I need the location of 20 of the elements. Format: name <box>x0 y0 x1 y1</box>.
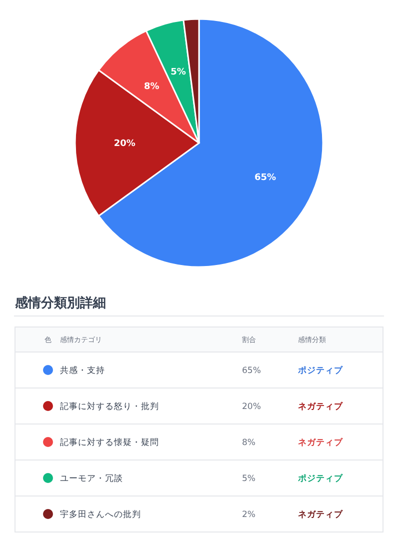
text: ポジティブ <box>297 364 344 376</box>
legend-label: 宇多田さんへの批判 <box>60 508 141 520</box>
legend-label: ユーモア・冗談 <box>60 472 123 484</box>
data-label: 65% <box>254 172 276 183</box>
legend-title: 感情分類別詳細 <box>14 295 106 311</box>
data-label: 20% <box>114 139 136 150</box>
data-label: 5% <box>170 68 186 78</box>
text: 5% <box>242 474 256 484</box>
legend-label: 共感・支持 <box>60 364 105 376</box>
text: 8% <box>242 438 256 448</box>
text: ネガティブ <box>298 508 344 520</box>
text: ネガティブ <box>298 436 344 448</box>
text: 65% <box>242 366 261 376</box>
text: ネガティブ <box>298 400 344 412</box>
legend-label: 記事に対する怒り・批判 <box>60 400 159 412</box>
data-label: 8% <box>144 82 160 92</box>
text: 2% <box>242 510 256 520</box>
text: 20% <box>242 402 261 412</box>
text: ポジティブ <box>297 472 344 484</box>
legend-label: 記事に対する懐疑・疑問 <box>60 436 159 448</box>
